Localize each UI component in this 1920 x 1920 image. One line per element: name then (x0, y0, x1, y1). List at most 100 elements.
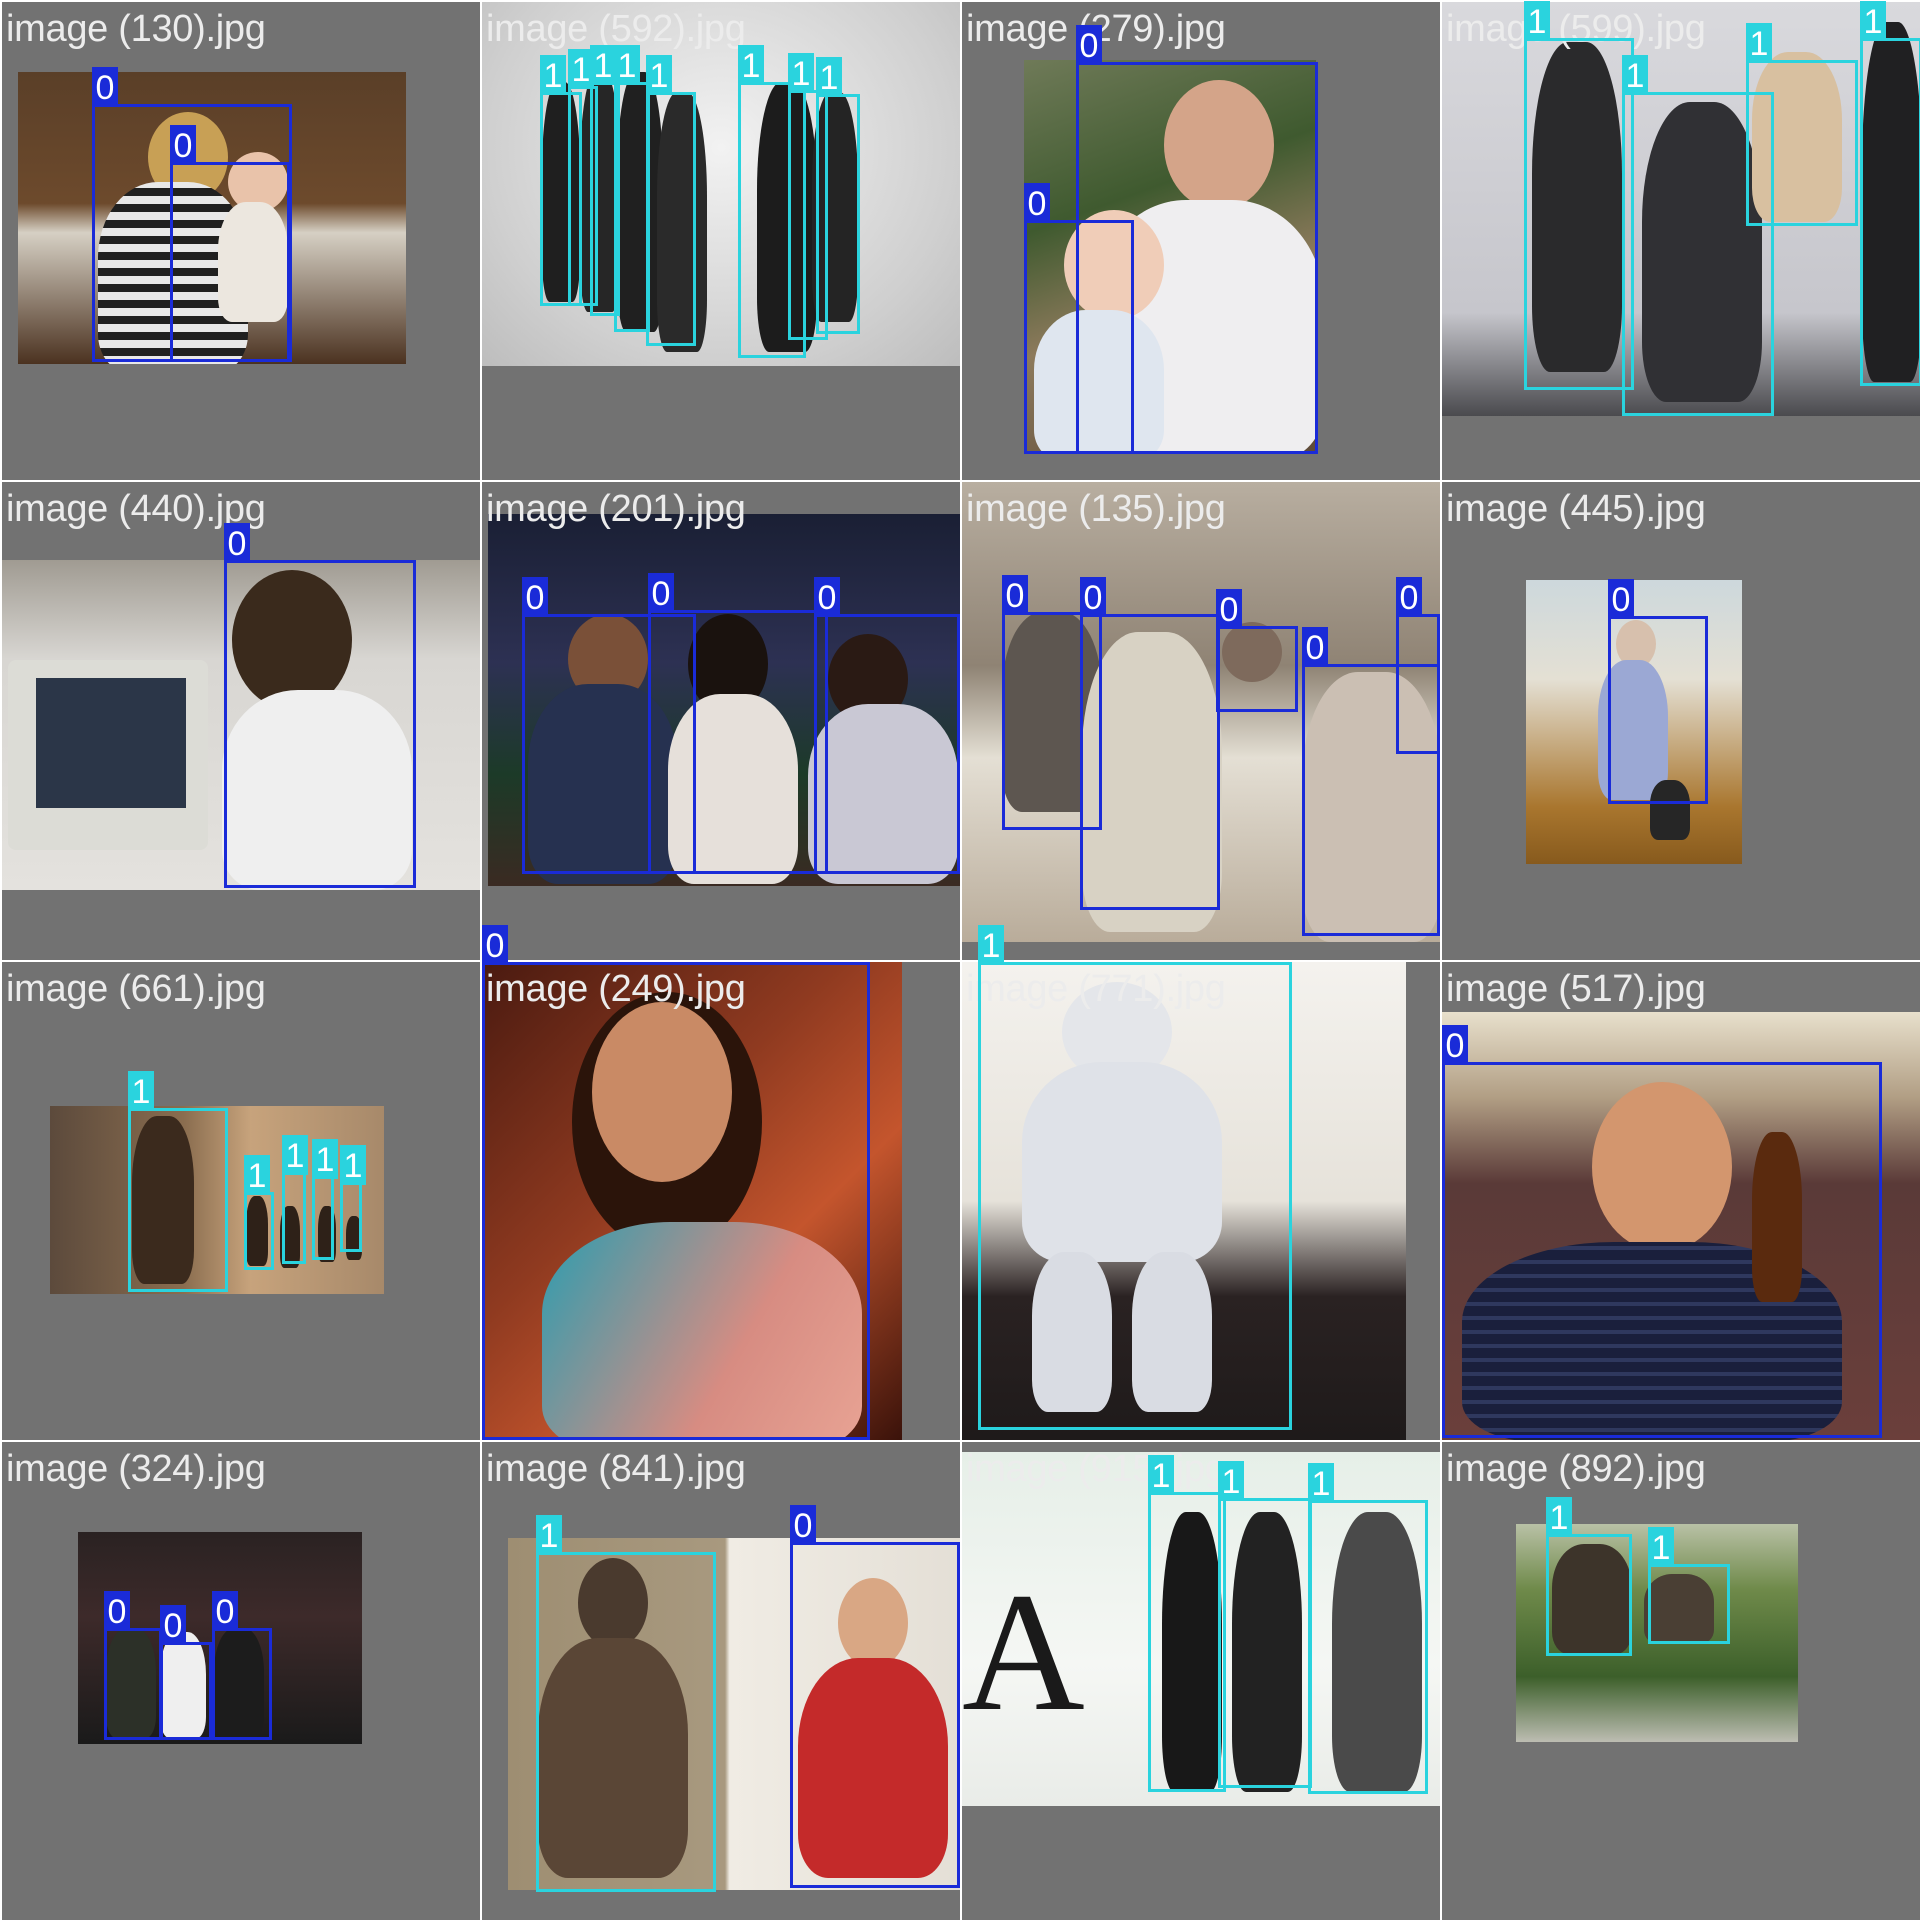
detection-box[interactable]: 0 (1216, 589, 1298, 712)
class-label: 0 (1608, 579, 1634, 619)
tile-title: image (771).jpg (966, 968, 1226, 1010)
detection-box[interactable]: 1 (1648, 1527, 1730, 1644)
result-tile[interactable]: image (592).jpg 1 1 1 1 1 1 1 1 (482, 2, 960, 480)
detection-box[interactable]: 1 (1218, 1461, 1312, 1788)
detection-box[interactable]: 0 (1024, 183, 1134, 454)
detection-box[interactable]: 0 (104, 1591, 162, 1740)
detection-box[interactable]: 0 (814, 577, 960, 874)
result-tile[interactable]: image (249).jpg 0 (482, 925, 960, 1440)
detection-box[interactable]: 1 (590, 45, 620, 316)
detection-box[interactable]: 1 (536, 1515, 716, 1892)
result-tile[interactable]: image (599).jpg 1 1 1 1 (1442, 1, 1920, 480)
class-label: 0 (1024, 183, 1050, 223)
tile-title: image (324).jpg (6, 1448, 266, 1490)
result-tile[interactable]: image (324).jpg 0 0 0 (2, 1442, 480, 1920)
detection-box[interactable]: 1 (1860, 1, 1920, 386)
detection-box[interactable]: 1 (568, 49, 598, 306)
detection-box[interactable]: 1 (738, 45, 806, 358)
detection-box[interactable]: 0 (790, 1505, 960, 1888)
detection-box[interactable]: 1 (340, 1145, 366, 1252)
detection-box[interactable]: 1 (540, 55, 582, 306)
result-tile[interactable]: image (771).jpg 1 (962, 925, 1440, 1440)
class-label: 0 (648, 573, 674, 613)
tile-title: image (130).jpg (6, 8, 266, 50)
result-tile[interactable]: image (279).jpg 0 0 (962, 2, 1440, 480)
result-tile[interactable]: image (517).jpg 0 (1442, 962, 1920, 1440)
class-label: 1 (590, 45, 616, 85)
photo-statues-hall (50, 1106, 384, 1294)
detection-box[interactable]: 1 (816, 57, 860, 334)
result-tile[interactable]: A image (915).jpg 1 1 1 (962, 1442, 1440, 1920)
result-tile[interactable]: image (440).jpg 0 (2, 482, 480, 960)
class-label: 0 (1396, 577, 1422, 617)
result-tile[interactable]: image (130).jpg 0 0 (2, 2, 480, 480)
tile-title: image (135).jpg (966, 488, 1226, 530)
class-label: 1 (646, 55, 672, 95)
class-label: 1 (738, 45, 764, 85)
detection-box[interactable]: 1 (1524, 1, 1634, 390)
detection-box[interactable]: 1 (788, 53, 828, 340)
detection-box[interactable]: 1 (128, 1071, 228, 1292)
class-label: 1 (1148, 1455, 1174, 1495)
detection-box[interactable]: 0 (648, 573, 828, 874)
class-label: 0 (814, 577, 840, 617)
detection-box[interactable]: 0 (212, 1591, 272, 1740)
detection-box[interactable]: 0 (224, 523, 416, 888)
detection-box[interactable]: 0 (482, 925, 870, 1440)
class-label: 1 (788, 53, 814, 93)
class-label: 1 (536, 1515, 562, 1555)
class-label: 1 (1648, 1527, 1674, 1567)
class-label: 1 (1218, 1461, 1244, 1501)
detection-box[interactable]: 0 (1608, 579, 1708, 804)
detection-box[interactable]: 1 (978, 925, 1292, 1430)
detection-box[interactable]: 1 (1148, 1455, 1226, 1792)
photo-robot (962, 962, 1406, 1440)
class-label: 0 (1442, 1025, 1468, 1065)
detection-box[interactable]: 0 (1080, 577, 1220, 910)
result-tile[interactable]: image (135).jpg 0 0 0 0 0 (962, 482, 1440, 960)
tile-title: image (892).jpg (1446, 1448, 1706, 1490)
detection-box[interactable]: 1 (646, 55, 696, 346)
detection-box[interactable]: 1 (1622, 55, 1774, 416)
detection-box[interactable]: 1 (1746, 23, 1858, 226)
class-label: 0 (92, 67, 118, 107)
result-tile[interactable]: image (841).jpg 1 0 (482, 1442, 960, 1920)
class-label: 1 (540, 55, 566, 95)
photo-woman-portrait (482, 962, 902, 1440)
detection-box[interactable]: 1 (614, 45, 650, 332)
class-label: 0 (1216, 589, 1242, 629)
class-label: 1 (244, 1155, 270, 1195)
detection-box[interactable]: 1 (1546, 1497, 1632, 1656)
tile-title: image (201).jpg (486, 488, 746, 530)
detection-box[interactable]: 0 (1076, 25, 1318, 454)
tile-title: image (592).jpg (486, 8, 746, 50)
detection-box[interactable]: 0 (170, 125, 290, 362)
class-label: 1 (614, 45, 640, 85)
result-tile[interactable]: image (201).jpg 0 0 0 (482, 482, 960, 960)
photo-man-bottle (1442, 1012, 1920, 1440)
class-label: 1 (816, 57, 842, 97)
detection-box[interactable]: 0 (1396, 577, 1440, 754)
detection-box[interactable]: 1 (312, 1139, 338, 1260)
tile-title: image (249).jpg (486, 968, 746, 1010)
detection-box[interactable]: 0 (160, 1605, 212, 1740)
result-tile[interactable]: image (445).jpg 0 (1442, 482, 1920, 960)
result-tile[interactable]: image (661).jpg 1 1 1 1 1 (2, 962, 480, 1440)
detection-box[interactable]: 1 (282, 1135, 308, 1264)
photo-vintage-dinner (962, 482, 1440, 942)
detection-box[interactable]: 1 (244, 1155, 274, 1270)
detection-box[interactable]: 0 (1442, 1025, 1882, 1438)
detection-box[interactable]: 0 (1002, 575, 1102, 830)
photo-fashion-mannequins: A (962, 1452, 1440, 1806)
detection-box[interactable]: 0 (522, 577, 696, 874)
detection-box[interactable]: 1 (1308, 1463, 1428, 1794)
class-label: 0 (1080, 577, 1106, 617)
class-label: 1 (340, 1145, 366, 1185)
photo-three-women-drinks (488, 514, 960, 886)
photo-statue-and-man (508, 1538, 960, 1890)
detection-box[interactable]: 0 (1302, 627, 1440, 936)
result-tile[interactable]: image (892).jpg 1 1 (1442, 1442, 1920, 1920)
photo-boy-computer (2, 560, 480, 890)
class-label: 0 (160, 1605, 186, 1645)
